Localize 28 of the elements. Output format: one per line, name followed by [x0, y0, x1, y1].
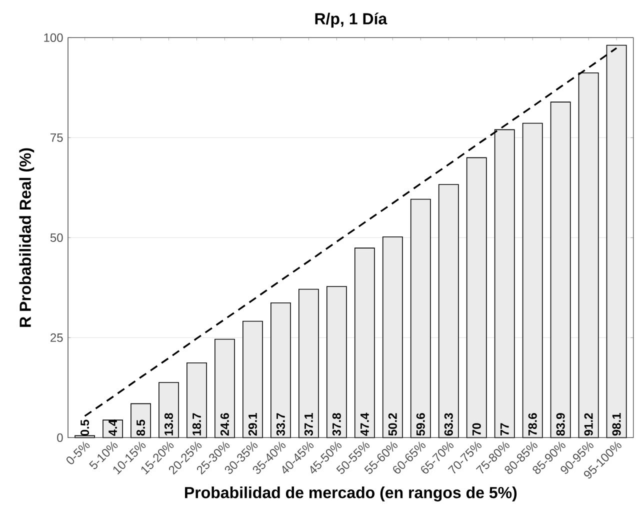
data-label: 63.3: [444, 413, 453, 436]
data-label: 8.5: [136, 420, 146, 436]
data-label: 50.2: [388, 413, 397, 436]
data-label: 24.6: [220, 413, 229, 436]
data-label: 59.6: [416, 413, 425, 436]
data-label: 77: [500, 423, 509, 436]
y-tick-label: 100: [44, 33, 63, 42]
data-label: 37.8: [332, 413, 341, 436]
data-label: 33.7: [276, 413, 285, 436]
data-label: 18.7: [192, 413, 201, 436]
data-label: 13.8: [164, 413, 174, 436]
data-label: 98.1: [612, 413, 621, 436]
data-label: 47.4: [360, 412, 369, 436]
y-tick-label: 75: [50, 133, 63, 142]
data-label: 83.9: [556, 413, 565, 436]
data-label: 37.1: [304, 413, 313, 436]
y-tick-label: 50: [50, 233, 63, 242]
data-label: 0.5: [80, 420, 90, 436]
y-axis-title: R Probabilidad Real (%): [19, 148, 34, 327]
data-label: 78.6: [528, 413, 537, 436]
data-label: 70: [472, 423, 481, 436]
chart-title: R/p, 1 Día: [315, 12, 388, 28]
x-axis-title: Probabilidad de mercado (en rangos de 5%): [185, 486, 517, 502]
y-tick-label: 25: [50, 333, 63, 342]
data-label: 4.4: [108, 419, 117, 436]
data-label: 29.1: [248, 413, 257, 436]
y-tick-label: 0: [57, 433, 63, 442]
data-label: 91.2: [584, 413, 593, 436]
